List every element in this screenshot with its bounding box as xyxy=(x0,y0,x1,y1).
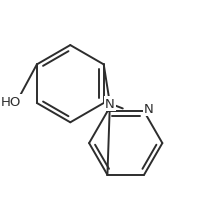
Text: N: N xyxy=(105,97,115,110)
Text: N: N xyxy=(144,102,153,115)
Text: HO: HO xyxy=(1,96,21,109)
